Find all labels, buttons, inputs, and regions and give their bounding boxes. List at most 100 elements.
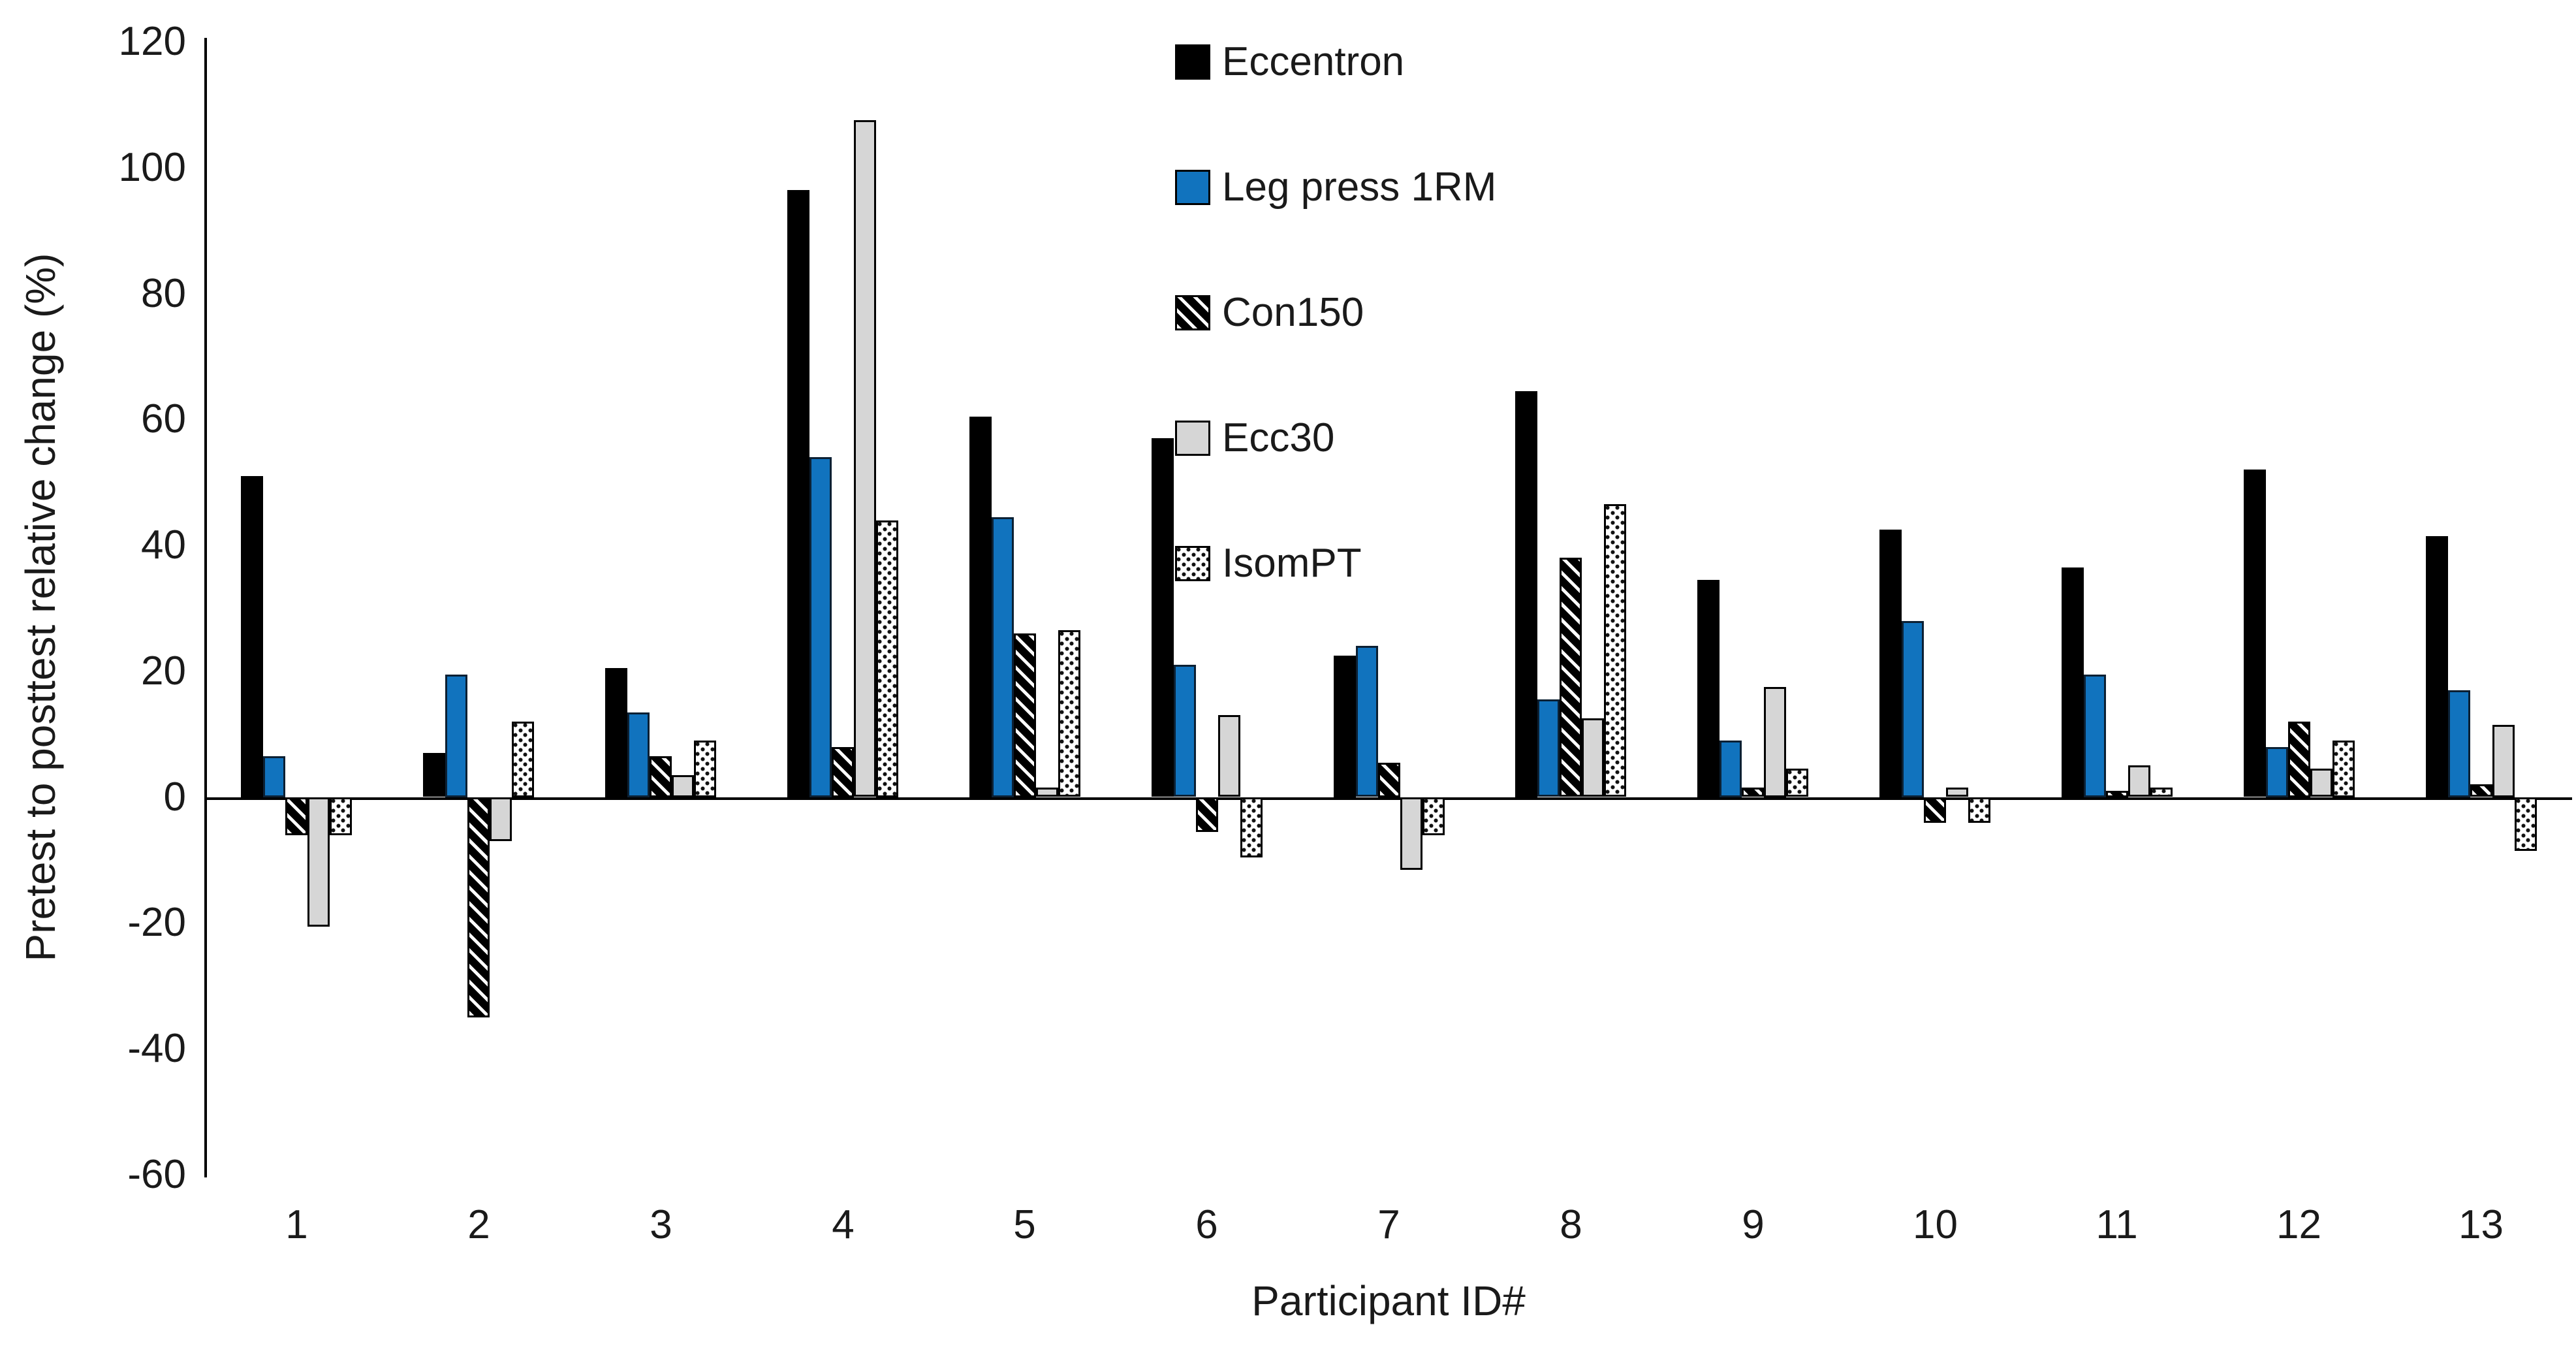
bar-series-5-participant-12 [2333,741,2355,797]
bar-series-5-participant-1 [330,797,352,835]
y-tick-label: 100 [118,145,186,190]
y-tick-label: 40 [141,522,186,567]
bar-series-1-participant-13 [2426,536,2448,797]
bar-series-3-participant-9 [1742,788,1764,797]
bar-series-2-participant-3 [627,712,650,797]
y-tick-label: -60 [127,1152,186,1197]
legend-label: IsomPT [1222,541,1362,586]
bar-series-2-participant-8 [1537,699,1560,797]
bar-series-3-participant-8 [1560,558,1582,797]
y-tick-label: 20 [141,648,186,694]
bar-series-4-participant-7 [1400,797,1422,870]
bar-series-2-participant-6 [1174,665,1196,797]
y-tick-label: 120 [118,19,186,64]
bar-series-5-participant-11 [2150,788,2173,797]
bar-series-3-participant-5 [1014,633,1036,797]
bar-series-2-participant-4 [809,457,832,797]
y-tick-label: -40 [127,1026,186,1071]
x-tick-label: 7 [1377,1202,1400,1247]
bar-series-4-participant-2 [490,797,512,841]
bar-series-4-participant-8 [1582,718,1604,797]
x-tick-label: 5 [1013,1202,1036,1247]
bar-series-3-participant-2 [467,797,490,1017]
y-axis-title: Pretest to posttest relative change (%) [17,253,64,962]
x-tick-label: 13 [2458,1202,2504,1247]
bar-series-5-participant-4 [876,520,898,797]
bar-series-3-participant-4 [832,747,854,797]
legend-swatch-icon [1175,170,1210,205]
legend-item-con150: Con150 [1175,290,1364,336]
bar-series-5-participant-2 [512,722,534,797]
bar-series-2-participant-12 [2266,747,2288,797]
legend-label: Eccentron [1222,39,1405,84]
bar-series-3-participant-12 [2288,722,2310,797]
y-tick-label: 80 [141,271,186,316]
bar-series-1-participant-1 [241,476,263,797]
bar-series-3-participant-7 [1378,763,1400,797]
legend-label: Ecc30 [1222,415,1335,460]
x-tick-label: 8 [1560,1202,1582,1247]
legend-swatch-icon [1175,295,1210,330]
bar-series-2-participant-11 [2084,675,2106,797]
bar-series-5-participant-8 [1604,504,1626,797]
bar-series-2-participant-9 [1720,741,1742,797]
bar-series-5-participant-6 [1240,797,1263,857]
bar-series-4-participant-4 [854,120,876,797]
y-tick-label: -20 [127,900,186,945]
x-tick-label: 10 [1913,1202,1958,1247]
bar-series-3-participant-6 [1196,797,1218,832]
legend-item-isompt: IsomPT [1175,541,1362,586]
bar-series-2-participant-10 [1902,621,1924,797]
bar-series-1-participant-6 [1152,438,1174,797]
bar-series-1-participant-10 [1879,530,1902,797]
x-tick-label: 2 [467,1202,490,1247]
legend-swatch-icon [1175,546,1210,581]
bar-series-5-participant-3 [694,741,716,797]
x-axis-title: Participant ID# [1251,1277,1526,1324]
bar-series-1-participant-2 [423,753,445,797]
legend-item-eccentron: Eccentron [1175,39,1404,85]
bar-series-4-participant-13 [2492,725,2515,797]
legend-item-leg-press-1rm: Leg press 1RM [1175,165,1496,210]
y-tick-label: 0 [163,774,186,820]
bar-series-5-participant-10 [1968,797,1990,823]
bar-series-1-participant-11 [2062,567,2084,797]
bar-series-3-participant-13 [2470,784,2492,797]
y-axis-line [204,38,207,1177]
x-tick-label: 1 [285,1202,308,1247]
bar-series-3-participant-10 [1924,797,1946,823]
bar-series-4-participant-11 [2128,765,2150,797]
bar-series-5-participant-13 [2515,797,2537,851]
x-tick-label: 4 [832,1202,855,1247]
bar-series-4-participant-9 [1764,687,1786,797]
bar-series-4-participant-3 [672,775,694,797]
bar-series-5-participant-9 [1786,769,1808,797]
x-axis-baseline [206,797,2572,800]
bar-series-4-participant-12 [2310,769,2333,797]
bar-series-1-participant-5 [969,417,992,797]
legend-label: Con150 [1222,290,1364,335]
bar-series-1-participant-4 [787,190,809,797]
legend-item-ecc30: Ecc30 [1175,415,1334,461]
bar-series-2-participant-2 [445,675,467,797]
x-tick-label: 12 [2276,1202,2321,1247]
bar-series-2-participant-1 [263,756,285,797]
bar-series-3-participant-3 [650,756,672,797]
bar-series-4-participant-6 [1218,715,1240,797]
bar-series-1-participant-7 [1334,656,1356,797]
x-tick-label: 6 [1195,1202,1218,1247]
bar-series-2-participant-13 [2448,690,2470,797]
legend-swatch-icon [1175,421,1210,456]
bar-series-2-participant-5 [992,517,1014,797]
legend-swatch-icon [1175,44,1210,80]
bar-series-3-participant-1 [285,797,307,835]
bar-series-3-participant-11 [2106,791,2128,797]
bar-series-1-participant-9 [1697,580,1720,797]
bar-series-4-participant-1 [307,797,330,927]
bar-series-1-participant-12 [2244,470,2266,797]
x-tick-label: 11 [2096,1202,2138,1247]
x-tick-label: 9 [1742,1202,1765,1247]
bar-series-1-participant-3 [605,668,627,797]
bar-series-1-participant-8 [1515,391,1537,797]
